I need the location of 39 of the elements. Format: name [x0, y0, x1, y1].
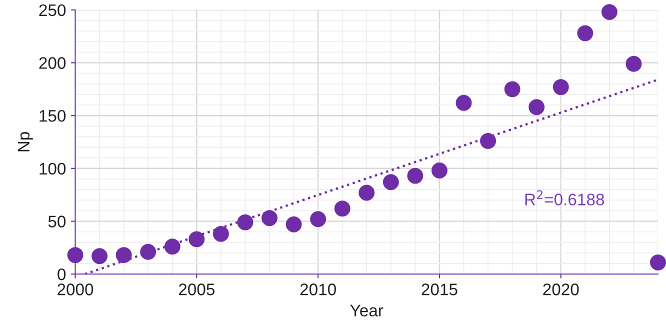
point	[164, 238, 180, 255]
x-tick-label: 2010	[300, 284, 336, 296]
point	[188, 231, 205, 248]
point	[382, 174, 399, 190]
point	[456, 94, 472, 111]
annotation: R$^{2}$=0.6188	[525, 190, 604, 206]
y-tick-label: 250	[39, 4, 66, 16]
point	[407, 168, 424, 184]
point	[140, 244, 156, 260]
point	[310, 211, 326, 228]
point	[237, 214, 254, 230]
point	[212, 226, 229, 242]
point	[67, 247, 84, 264]
point	[601, 4, 618, 20]
y-axis-title: Np	[18, 132, 33, 152]
x-axis-title: Year	[350, 304, 384, 316]
point	[480, 132, 496, 149]
point	[650, 254, 666, 270]
point	[504, 81, 520, 98]
x-tick-label: 2020	[543, 284, 579, 296]
y-tick-label: 200	[39, 57, 66, 69]
point	[334, 200, 350, 217]
point	[432, 162, 448, 179]
point	[577, 25, 594, 42]
point	[626, 56, 642, 72]
x-tick-label: 2015	[422, 284, 458, 296]
point	[552, 79, 569, 96]
y-tick-label: 100	[40, 162, 66, 175]
point	[358, 184, 375, 201]
point	[116, 247, 132, 264]
point	[286, 216, 302, 232]
point	[92, 248, 108, 264]
x-tick-label: 2000	[58, 284, 94, 296]
y-tick-label: 0	[58, 268, 66, 280]
y-tick-label: 50	[48, 216, 66, 228]
point	[528, 99, 545, 116]
x-tick-label: 2005	[178, 284, 215, 296]
point	[262, 210, 278, 226]
y-tick-label: 150	[40, 110, 66, 122]
